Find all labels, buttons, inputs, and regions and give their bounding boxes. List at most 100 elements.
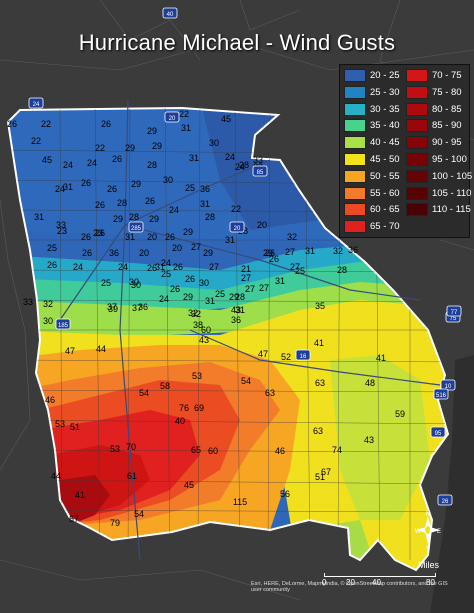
- legend-entry: 65 - 70: [344, 219, 400, 234]
- gust-value: 29: [113, 214, 123, 224]
- gust-value: 24: [118, 262, 128, 272]
- gust-value: 31: [63, 182, 73, 192]
- gust-value: 31: [155, 262, 165, 272]
- interstate-shield-label: 285: [131, 226, 142, 232]
- legend-swatch: [344, 102, 366, 116]
- interstate-shield-label: 20: [169, 116, 176, 122]
- legend-swatch: [406, 136, 428, 150]
- legend-entry: 80 - 85: [406, 102, 462, 117]
- gust-value: 26: [101, 119, 111, 129]
- legend-entry: 60 - 65: [344, 202, 400, 217]
- gust-value: 76: [179, 403, 189, 413]
- gust-value: 67: [321, 467, 331, 477]
- gust-value: 54: [241, 376, 251, 386]
- gust-value: 24: [169, 205, 179, 215]
- gust-value: 25: [295, 266, 305, 276]
- legend-label: 75 - 80: [432, 86, 462, 98]
- gust-value: 29: [203, 248, 213, 258]
- gust-value: 28: [239, 160, 249, 170]
- gust-value: 29: [125, 143, 135, 153]
- legend-entry: 55 - 60: [344, 186, 400, 201]
- gust-value: 24: [159, 294, 169, 304]
- interstate-shield-icon: 10: [440, 379, 456, 391]
- legend-label: 95 - 100: [432, 154, 467, 165]
- gust-value: 48: [365, 378, 375, 388]
- gust-value: 27: [245, 284, 255, 294]
- gust-value: 28: [337, 265, 347, 275]
- gust-value: 28: [129, 212, 139, 222]
- legend-label: 80 - 85: [432, 103, 462, 115]
- gust-value: 31: [225, 235, 235, 245]
- legend-label: 40 - 45: [370, 137, 400, 149]
- gust-value: 26: [185, 274, 195, 284]
- gust-value: 29: [149, 214, 159, 224]
- gust-value: 43: [199, 335, 209, 345]
- gust-value: 26: [95, 200, 105, 210]
- gust-value: 27: [241, 273, 251, 283]
- gust-value: 43: [231, 305, 241, 315]
- legend-swatch: [344, 220, 366, 234]
- legend-entry: 100 - 105: [406, 169, 472, 184]
- gust-value: 30: [43, 316, 53, 326]
- scale-tick: 0: [322, 578, 327, 587]
- gust-value: 22: [41, 119, 51, 129]
- gust-value: 30: [129, 277, 139, 287]
- interstate-shield-icon: 185: [55, 318, 71, 330]
- legend-label: 50 - 55: [370, 170, 400, 182]
- ocean: [430, 355, 474, 613]
- gust-value: 44: [51, 471, 61, 481]
- gust-value: 33: [253, 155, 263, 165]
- gust-value: 26: [165, 232, 175, 242]
- gust-value: 24: [63, 160, 73, 170]
- interstate-shield-icon: 26: [437, 494, 453, 506]
- legend-entry: 110 - 115: [406, 202, 471, 217]
- legend-label: 60 - 65: [370, 204, 400, 216]
- legend-swatch: [344, 136, 366, 150]
- gust-value: 59: [395, 409, 405, 419]
- compass-w: W: [415, 529, 421, 535]
- gust-value: 24: [55, 184, 65, 194]
- legend-entry: 30 - 35: [344, 102, 400, 117]
- scale-tick: 20: [346, 578, 355, 587]
- gust-value: 41: [376, 353, 386, 363]
- gust-value: 45: [42, 155, 52, 165]
- gust-value: 26: [7, 119, 17, 129]
- gust-value: 53: [55, 419, 65, 429]
- gust-value: 26: [112, 154, 122, 164]
- gust-value: 26: [82, 248, 92, 258]
- compass-s: S: [426, 546, 430, 550]
- gust-value: 27: [209, 262, 219, 272]
- gust-value: 35: [315, 301, 325, 311]
- legend-swatch: [344, 153, 366, 166]
- interstates: [59, 99, 441, 561]
- gust-value: 31: [34, 212, 44, 222]
- gust-value: 21: [241, 264, 251, 274]
- gust-value: 31: [181, 123, 191, 133]
- interstate-shield-icon: 85: [252, 165, 268, 177]
- legend-swatch: [406, 186, 428, 200]
- legend-label: 90 - 95: [432, 137, 462, 149]
- gust-value: 26: [170, 284, 180, 294]
- interstate-shield-icon: 40: [162, 7, 178, 19]
- legend-swatch: [406, 119, 428, 133]
- gust-value: 36: [348, 245, 358, 255]
- gust-value: 44: [96, 344, 106, 354]
- legend-label: 45 - 50: [370, 154, 400, 165]
- compass-e: E: [437, 529, 441, 535]
- interstate-shield-label: 20: [234, 226, 241, 232]
- gust-value: 70: [126, 442, 136, 452]
- gust-value: 24: [87, 158, 97, 168]
- legend-swatch: [406, 153, 428, 166]
- gust-value: 29: [152, 141, 162, 151]
- legend-label: 55 - 60: [370, 187, 400, 199]
- gust-value: 25: [215, 289, 225, 299]
- gust-value: 29: [183, 292, 193, 302]
- legend-swatch: [406, 102, 428, 116]
- scale-tick: 80: [426, 578, 435, 587]
- gust-value: 53: [192, 371, 202, 381]
- gust-value: 29: [263, 248, 273, 258]
- gust-value: 40: [175, 416, 185, 426]
- scale-unit: Miles: [418, 560, 440, 570]
- gust-value: 28: [117, 198, 127, 208]
